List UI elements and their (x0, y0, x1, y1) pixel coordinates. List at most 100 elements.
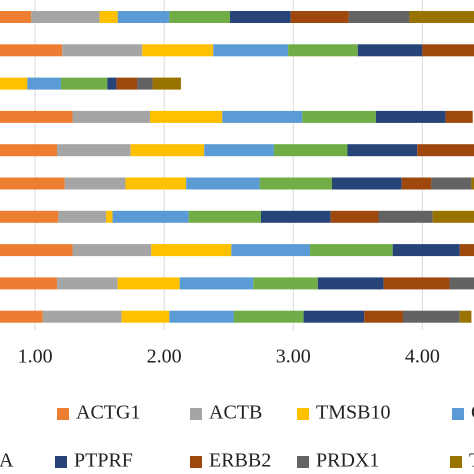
bar-segment (310, 244, 393, 257)
legend-label: T (469, 450, 474, 472)
bar-segment (378, 210, 433, 223)
legend-swatch (57, 408, 69, 420)
bar-segment (169, 11, 231, 23)
bar-segment (0, 44, 63, 57)
bar-segment (0, 210, 59, 223)
bar-segment (364, 310, 403, 323)
bar-segment (151, 244, 232, 257)
bar-segment (409, 11, 474, 23)
bar-segment (27, 77, 61, 90)
bar-segment (0, 177, 65, 190)
bar-segment (57, 277, 118, 290)
bar-segment (422, 44, 474, 57)
bar-segment (261, 210, 331, 223)
bar-segment (0, 310, 43, 323)
bar-segment (445, 110, 473, 123)
bar-segment (417, 144, 474, 157)
bar-segment (213, 44, 289, 57)
legend-label: ACTG1 (76, 402, 140, 424)
bar-segment (72, 244, 152, 257)
bar-segment (332, 177, 402, 190)
bar-segment (233, 310, 304, 323)
legend-swatch (297, 456, 309, 468)
bar-segment (149, 110, 223, 123)
bar-segment (117, 277, 180, 290)
bar-segment (290, 11, 349, 23)
bar-segment (347, 144, 418, 157)
bar-segment (222, 110, 303, 123)
legend-label: PRDX1 (316, 450, 379, 472)
bar-segment (0, 11, 32, 23)
bar-segment (403, 310, 460, 323)
legend-label: ACTB (209, 402, 262, 424)
bar-segment (137, 77, 153, 90)
bar-segment (62, 44, 143, 57)
bar-segment (288, 44, 358, 57)
bar-segment (42, 310, 122, 323)
legend-swatch (297, 408, 309, 420)
bar-segment (303, 310, 365, 323)
legend-swatch (55, 456, 67, 468)
legend-label: C (471, 402, 474, 424)
bar-segment (330, 210, 379, 223)
legend-swatch (452, 408, 464, 420)
bar-segment (60, 77, 108, 90)
bar-segment (188, 210, 261, 223)
legend-swatch (190, 408, 202, 420)
bar-segment (64, 177, 126, 190)
bar-segment (58, 210, 107, 223)
bar-segment (0, 244, 73, 257)
bar-segment (273, 144, 348, 157)
legend-label: TMSB10 (316, 402, 390, 424)
bar-segment (302, 110, 376, 123)
bar-segment (72, 110, 150, 123)
bar-segment (179, 277, 254, 290)
bar-segment (431, 177, 472, 190)
bar-segment (231, 244, 311, 257)
bar-segment (169, 310, 234, 323)
bar-segment (392, 244, 460, 257)
bar-segment (99, 11, 118, 23)
legend-label: PTPRF (74, 450, 133, 472)
bar-segment (204, 144, 274, 157)
bar-segment (106, 210, 113, 223)
bar-segment (230, 11, 291, 23)
x-tick-label: 3.00 (276, 346, 311, 368)
legend-swatch (450, 456, 462, 468)
x-tick-label: 4.00 (405, 346, 440, 368)
x-tick-label: 1.00 (18, 346, 53, 368)
bar-segment (142, 44, 214, 57)
bar-segment (432, 210, 474, 223)
bar-segment (0, 277, 58, 290)
bar-segment (0, 144, 58, 157)
bar-segment (259, 177, 332, 190)
bar-segment (117, 11, 170, 23)
bar-segment (0, 77, 28, 90)
bar-segment (317, 277, 384, 290)
x-tick-label: 2.00 (147, 346, 182, 368)
bar-segment (31, 11, 100, 23)
bar-segment (471, 177, 474, 190)
bar-segment (357, 44, 423, 57)
bar-segment (121, 310, 170, 323)
bar-segment (107, 77, 117, 90)
bar-segment (112, 210, 189, 223)
bar-segment (383, 277, 450, 290)
bar-segment (253, 277, 318, 290)
bar-segment (125, 177, 187, 190)
bar-segment (459, 244, 474, 257)
bar-segment (401, 177, 432, 190)
legend-swatch (190, 456, 202, 468)
bar-segment (449, 277, 474, 290)
bar-segment (348, 11, 410, 23)
bar-segment (459, 310, 472, 323)
legend-label: A (0, 450, 14, 472)
bar-segment (375, 110, 446, 123)
bar-segment (152, 77, 181, 90)
bar-segment (186, 177, 260, 190)
bar-segment (116, 77, 138, 90)
bar-segment (0, 110, 73, 123)
bar-segment (57, 144, 131, 157)
bar-segment (130, 144, 205, 157)
